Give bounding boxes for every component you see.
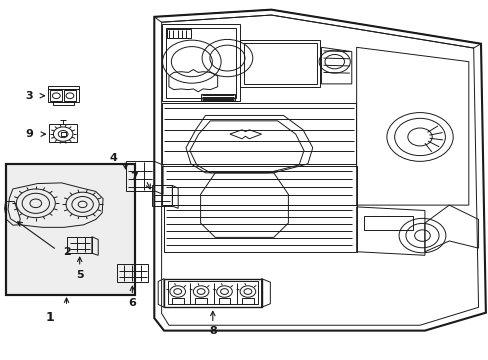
Bar	[48, 89, 79, 102]
Text: 5: 5	[76, 270, 83, 280]
Text: 8: 8	[208, 326, 216, 336]
Bar	[195, 298, 206, 304]
Text: 7: 7	[130, 172, 138, 183]
Bar	[126, 161, 154, 191]
Bar	[50, 90, 62, 101]
Bar	[49, 124, 77, 142]
Text: 6: 6	[128, 298, 136, 309]
Bar	[64, 90, 76, 101]
Text: 4: 4	[110, 153, 118, 163]
Bar	[117, 264, 148, 282]
Bar	[167, 282, 257, 305]
Text: 1: 1	[45, 311, 54, 324]
Bar	[163, 279, 261, 307]
Bar	[243, 43, 316, 84]
Bar	[5, 164, 135, 295]
Text: 2: 2	[63, 247, 71, 257]
Bar	[5, 164, 135, 295]
Bar	[61, 132, 65, 136]
Text: 9: 9	[25, 129, 33, 139]
Bar	[242, 298, 253, 304]
Bar	[67, 237, 92, 253]
Bar	[239, 40, 320, 87]
Bar	[171, 298, 183, 304]
Bar	[218, 298, 230, 304]
Bar	[152, 185, 172, 206]
Bar	[363, 216, 412, 230]
Text: 3: 3	[25, 91, 33, 101]
